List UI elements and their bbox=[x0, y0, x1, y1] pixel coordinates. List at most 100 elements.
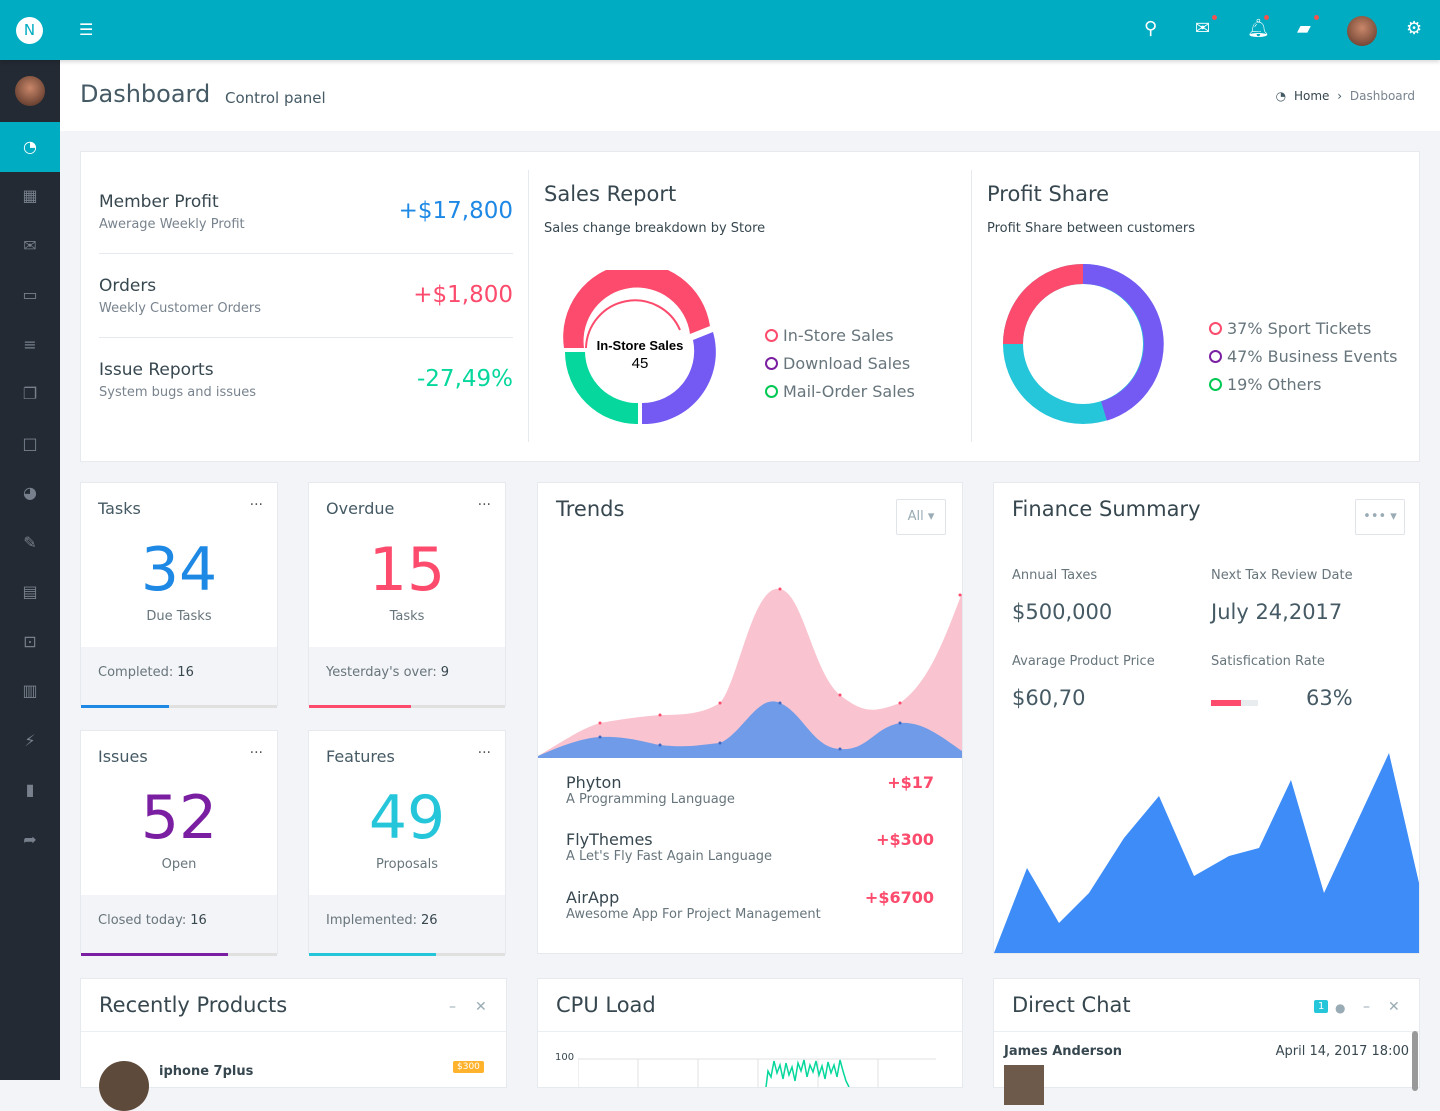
finance-menu-button[interactable]: ••• ▾ bbox=[1355, 499, 1405, 535]
product-price-badge: $300 bbox=[453, 1061, 484, 1073]
more-icon[interactable]: ··· bbox=[249, 497, 263, 513]
close-icon[interactable]: ✕ bbox=[1388, 999, 1400, 1015]
metric-sub: Awerage Weekly Profit bbox=[99, 217, 245, 232]
minimize-icon[interactable]: – bbox=[1363, 999, 1370, 1015]
stat-footer: Yesterday's over: 9 bbox=[309, 647, 505, 705]
legend-label: In-Store Sales bbox=[783, 326, 894, 345]
satisfaction-value: 63% bbox=[1306, 686, 1353, 710]
review-date-label: Next Tax Review Date bbox=[1211, 568, 1353, 583]
close-icon[interactable]: ✕ bbox=[475, 999, 487, 1015]
review-date-value: July 24,2017 bbox=[1211, 600, 1343, 624]
legend-label: Download Sales bbox=[783, 354, 911, 373]
user-avatar[interactable] bbox=[1347, 16, 1377, 46]
finance-card: Finance Summary ••• ▾ Annual Taxes $500,… bbox=[993, 482, 1420, 954]
share-icon[interactable]: ➦ bbox=[23, 830, 37, 849]
metric-value: +$17,800 bbox=[398, 198, 513, 224]
breadcrumb-home[interactable]: Home bbox=[1293, 89, 1330, 103]
summary-card: Member Profit Awerage Weekly Profit +$17… bbox=[80, 151, 1420, 462]
dashboard-icon[interactable]: ◔ bbox=[0, 122, 60, 172]
legend-item: In-Store Sales bbox=[765, 322, 915, 350]
donut-segment-mail-order bbox=[565, 352, 638, 425]
comments-icon[interactable]: ● bbox=[1335, 1001, 1346, 1015]
more-icon[interactable]: ··· bbox=[477, 745, 491, 761]
mail-icon[interactable]: ✉ bbox=[23, 236, 37, 255]
stat-label: Tasks bbox=[389, 609, 425, 624]
apps-icon[interactable]: ▦ bbox=[22, 186, 38, 205]
chat-avatar bbox=[1004, 1065, 1044, 1105]
cpu-axis-label: 100 bbox=[555, 1052, 575, 1063]
stat-card-issues: Issues ··· 52 Open Closed today: 16 bbox=[80, 730, 278, 956]
map-icon[interactable]: ▥ bbox=[22, 681, 38, 700]
menu-icon[interactable]: ☰ bbox=[79, 20, 94, 39]
direct-chat-card: Direct Chat 1 ● – ✕ James Anderson April… bbox=[993, 978, 1420, 1105]
product-image bbox=[99, 1061, 149, 1111]
stat-card-tasks: Tasks ··· 34 Due Tasks Completed: 16 bbox=[80, 482, 278, 708]
trends-card: Trends All ▾ Phyton A Programming Languag… bbox=[537, 482, 963, 954]
metric-orders: Orders Weekly Customer Orders +$1,800 bbox=[99, 254, 513, 338]
chat-scrollbar[interactable] bbox=[1412, 1031, 1418, 1091]
logo[interactable]: N bbox=[16, 17, 43, 44]
table-icon[interactable]: ▤ bbox=[22, 582, 38, 601]
profit-legend: 37% Sport Tickets 47% Business Events 19… bbox=[1209, 315, 1397, 399]
bell-icon[interactable]: 🔔︎ bbox=[1247, 18, 1270, 39]
metric-title: Member Profit bbox=[99, 192, 219, 212]
stat-footer: Closed today: 16 bbox=[81, 895, 277, 953]
stat-title: Issues bbox=[98, 747, 148, 766]
profit-share-title: Profit Share bbox=[987, 182, 1110, 206]
dashboard-icon: ◔ bbox=[1275, 89, 1287, 103]
list-icon[interactable]: ≡ bbox=[23, 335, 37, 354]
pie-chart-icon[interactable]: ◕ bbox=[23, 483, 37, 502]
chat-icon[interactable]: ▰ bbox=[1297, 18, 1311, 39]
minimize-icon[interactable]: – bbox=[449, 999, 456, 1015]
breadcrumb-current: Dashboard bbox=[1349, 89, 1415, 103]
legend-label: 19% Others bbox=[1227, 375, 1322, 394]
chat-time: April 14, 2017 18:00 bbox=[1275, 1044, 1409, 1059]
metric-value: -27,49% bbox=[417, 366, 513, 392]
plug-icon[interactable]: ⚡ bbox=[24, 731, 36, 750]
metric-title: Issue Reports bbox=[99, 360, 214, 380]
trends-filter-dropdown[interactable]: All ▾ bbox=[896, 499, 946, 535]
stat-title: Tasks bbox=[98, 499, 141, 518]
breadcrumb: ◔ Home › Dashboard bbox=[1272, 89, 1415, 103]
legend-item: Mail-Order Sales bbox=[765, 378, 915, 406]
page-subtitle: Control panel bbox=[225, 89, 326, 107]
stat-value: 15 bbox=[368, 535, 446, 605]
cpu-load-chart bbox=[578, 1058, 936, 1087]
annual-taxes-value: $500,000 bbox=[1012, 600, 1113, 624]
legend-label: 47% Business Events bbox=[1227, 347, 1398, 366]
progress-bar bbox=[81, 705, 277, 708]
edit-icon[interactable]: ✎ bbox=[23, 533, 37, 552]
avg-price-value: $60,70 bbox=[1012, 686, 1086, 710]
satisfaction-bar bbox=[1211, 700, 1258, 706]
square-icon[interactable]: □ bbox=[22, 434, 38, 453]
metric-sub: Weekly Customer Orders bbox=[99, 301, 262, 316]
donut-segment-sport bbox=[1003, 264, 1084, 345]
trends-title: Trends bbox=[556, 497, 625, 521]
stat-card-features: Features ··· 49 Proposals Implemented: 26 bbox=[308, 730, 506, 956]
sales-legend: In-Store Sales Download Sales Mail-Order… bbox=[765, 322, 915, 406]
gear-icon[interactable]: ⚙ bbox=[1406, 18, 1423, 39]
progress-bar bbox=[309, 953, 505, 956]
donut-center-value: 45 bbox=[631, 355, 649, 372]
file-icon[interactable]: ▮ bbox=[25, 780, 35, 799]
more-icon[interactable]: ··· bbox=[249, 745, 263, 761]
stat-footer: Completed: 16 bbox=[81, 647, 277, 705]
sidebar-avatar[interactable] bbox=[15, 76, 45, 106]
product-name[interactable]: iphone 7plus bbox=[159, 1064, 254, 1079]
top-navbar: N ☰ ⚲ ✉ 🔔︎ ▰ ⚙ bbox=[0, 0, 1440, 60]
trends-area-chart bbox=[538, 587, 962, 758]
metric-title: Orders bbox=[99, 276, 157, 296]
sales-donut-chart bbox=[563, 270, 716, 425]
metric-issue-reports: Issue Reports System bugs and issues -27… bbox=[99, 338, 513, 422]
more-icon[interactable]: ··· bbox=[477, 497, 491, 513]
sales-report-title: Sales Report bbox=[544, 182, 677, 206]
search-icon[interactable]: ⚲ bbox=[1144, 18, 1158, 39]
inbox-icon[interactable]: ⊡ bbox=[23, 632, 37, 651]
laptop-icon[interactable]: ▭ bbox=[22, 285, 38, 304]
mail-icon[interactable]: ✉ bbox=[1195, 18, 1211, 39]
annual-taxes-label: Annual Taxes bbox=[1012, 568, 1098, 583]
direct-chat-title: Direct Chat bbox=[1012, 993, 1131, 1017]
progress-bar bbox=[309, 705, 505, 708]
copy-icon[interactable]: ❐ bbox=[22, 384, 38, 403]
trend-item: AirApp Awesome App For Project Management… bbox=[566, 888, 934, 922]
